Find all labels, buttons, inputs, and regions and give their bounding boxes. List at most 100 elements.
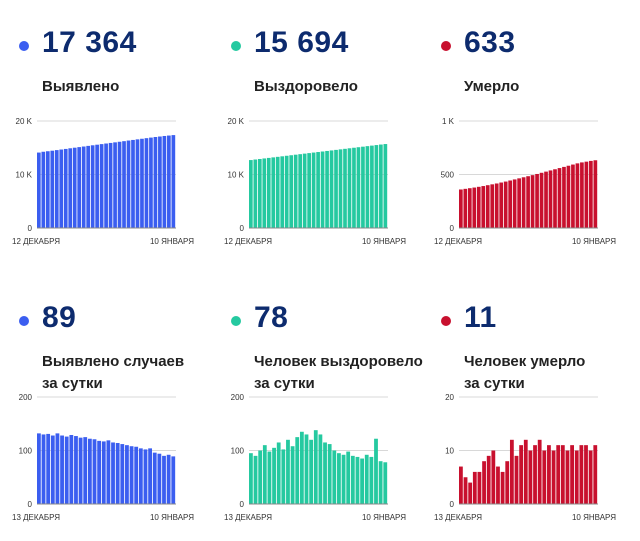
bar <box>505 461 510 504</box>
bar <box>125 445 129 504</box>
bar <box>249 160 253 228</box>
panel-detected-total: 17 364 Выявлено 0 10 K 20 K 12 ДЕКАБРЯ 10 ЯН… <box>0 0 200 250</box>
bar <box>566 165 571 228</box>
bar <box>503 181 508 228</box>
bar <box>253 455 258 504</box>
y-tick-label: 0 <box>28 500 33 509</box>
bar <box>571 164 575 228</box>
bar <box>574 450 579 504</box>
bar <box>584 445 588 504</box>
bar <box>343 148 347 228</box>
big-number: 15 694 <box>254 26 349 59</box>
bar <box>463 477 468 504</box>
bar <box>271 157 276 228</box>
y-tick-label: 0 <box>240 500 245 509</box>
bar <box>54 150 59 228</box>
x-start-label: 12 ДЕКАБРЯ <box>224 237 272 246</box>
bar <box>262 445 267 504</box>
bar <box>370 145 374 228</box>
bar <box>286 439 290 504</box>
y-tick-label: 100 <box>231 447 245 456</box>
bar <box>275 156 280 228</box>
bar <box>517 178 521 228</box>
bar <box>45 151 50 228</box>
bar <box>262 158 267 228</box>
bar <box>374 438 378 504</box>
bar <box>355 456 360 504</box>
bar <box>514 455 519 504</box>
panel-died-daily: 11 Человек умерло за сутки 0 10 20 13 ДЕКАБ… <box>422 275 622 525</box>
big-number: 633 <box>464 26 516 59</box>
bar <box>253 159 258 228</box>
bar <box>99 144 104 228</box>
bar <box>171 135 176 228</box>
bar <box>140 138 144 228</box>
bar <box>346 451 351 504</box>
bar <box>111 442 115 504</box>
bar <box>129 446 134 504</box>
chart-detected-total: 0 10 K 20 K 12 ДЕКАБРЯ 10 ЯНВАРЯ <box>12 117 194 246</box>
bar <box>509 439 514 504</box>
bar <box>485 185 490 228</box>
bar <box>519 445 524 504</box>
panel-label: Человек выздоровело <box>254 353 423 370</box>
panel-label: Умерло <box>464 78 520 95</box>
bar <box>167 135 171 228</box>
bar <box>320 151 325 228</box>
x-end-label: 10 ЯНВАРЯ <box>150 513 194 522</box>
bar <box>334 149 338 228</box>
bar <box>557 168 562 228</box>
bar <box>494 183 499 228</box>
bar <box>459 189 463 228</box>
panel-label: Выздоровело <box>254 78 358 95</box>
bar <box>327 444 332 504</box>
panel-label: Выявлено <box>42 78 120 95</box>
bar <box>122 141 126 228</box>
bar <box>295 437 300 505</box>
x-end-label: 10 ЯНВАРЯ <box>150 237 194 246</box>
bar <box>535 173 539 228</box>
panel-label-second-line: за сутки <box>254 375 315 392</box>
bar <box>298 154 302 228</box>
bar <box>463 188 468 228</box>
bar <box>106 440 111 504</box>
chart-recovered-total: 0 10 K 20 K 12 ДЕКАБРЯ 10 ЯНВАРЯ <box>224 117 406 246</box>
bar <box>304 434 309 504</box>
bar <box>365 146 370 228</box>
y-tick-label: 1 K <box>442 117 455 126</box>
chart-died-total: 0 500 1 K 12 ДЕКАБРЯ 10 ЯНВАРЯ <box>434 117 616 246</box>
green-dot-icon <box>231 316 241 326</box>
bar <box>83 437 88 505</box>
bar <box>108 142 113 228</box>
bar <box>512 179 517 228</box>
bar <box>97 440 102 504</box>
bar <box>364 454 369 504</box>
bar <box>332 450 337 504</box>
y-tick-label: 20 K <box>228 117 245 126</box>
panel-label-second-line: за сутки <box>464 375 525 392</box>
bar <box>104 143 108 228</box>
bar <box>588 450 593 504</box>
bar <box>37 152 41 228</box>
y-tick-label: 100 <box>19 447 33 456</box>
bar <box>477 471 482 504</box>
bar <box>284 155 289 228</box>
bar <box>86 145 90 228</box>
bar <box>78 437 83 504</box>
bar <box>553 169 557 228</box>
bar <box>570 445 574 504</box>
bar <box>562 166 566 228</box>
bar <box>152 452 157 504</box>
bar <box>257 158 262 228</box>
bar <box>481 186 486 228</box>
bar <box>59 149 64 228</box>
y-tick-label: 20 K <box>16 117 33 126</box>
bar <box>565 450 570 504</box>
bar <box>530 175 535 228</box>
bar <box>149 137 153 228</box>
bar <box>162 455 166 504</box>
bar <box>90 145 95 228</box>
bar <box>46 433 51 504</box>
bar <box>64 436 69 504</box>
bar <box>63 148 68 228</box>
